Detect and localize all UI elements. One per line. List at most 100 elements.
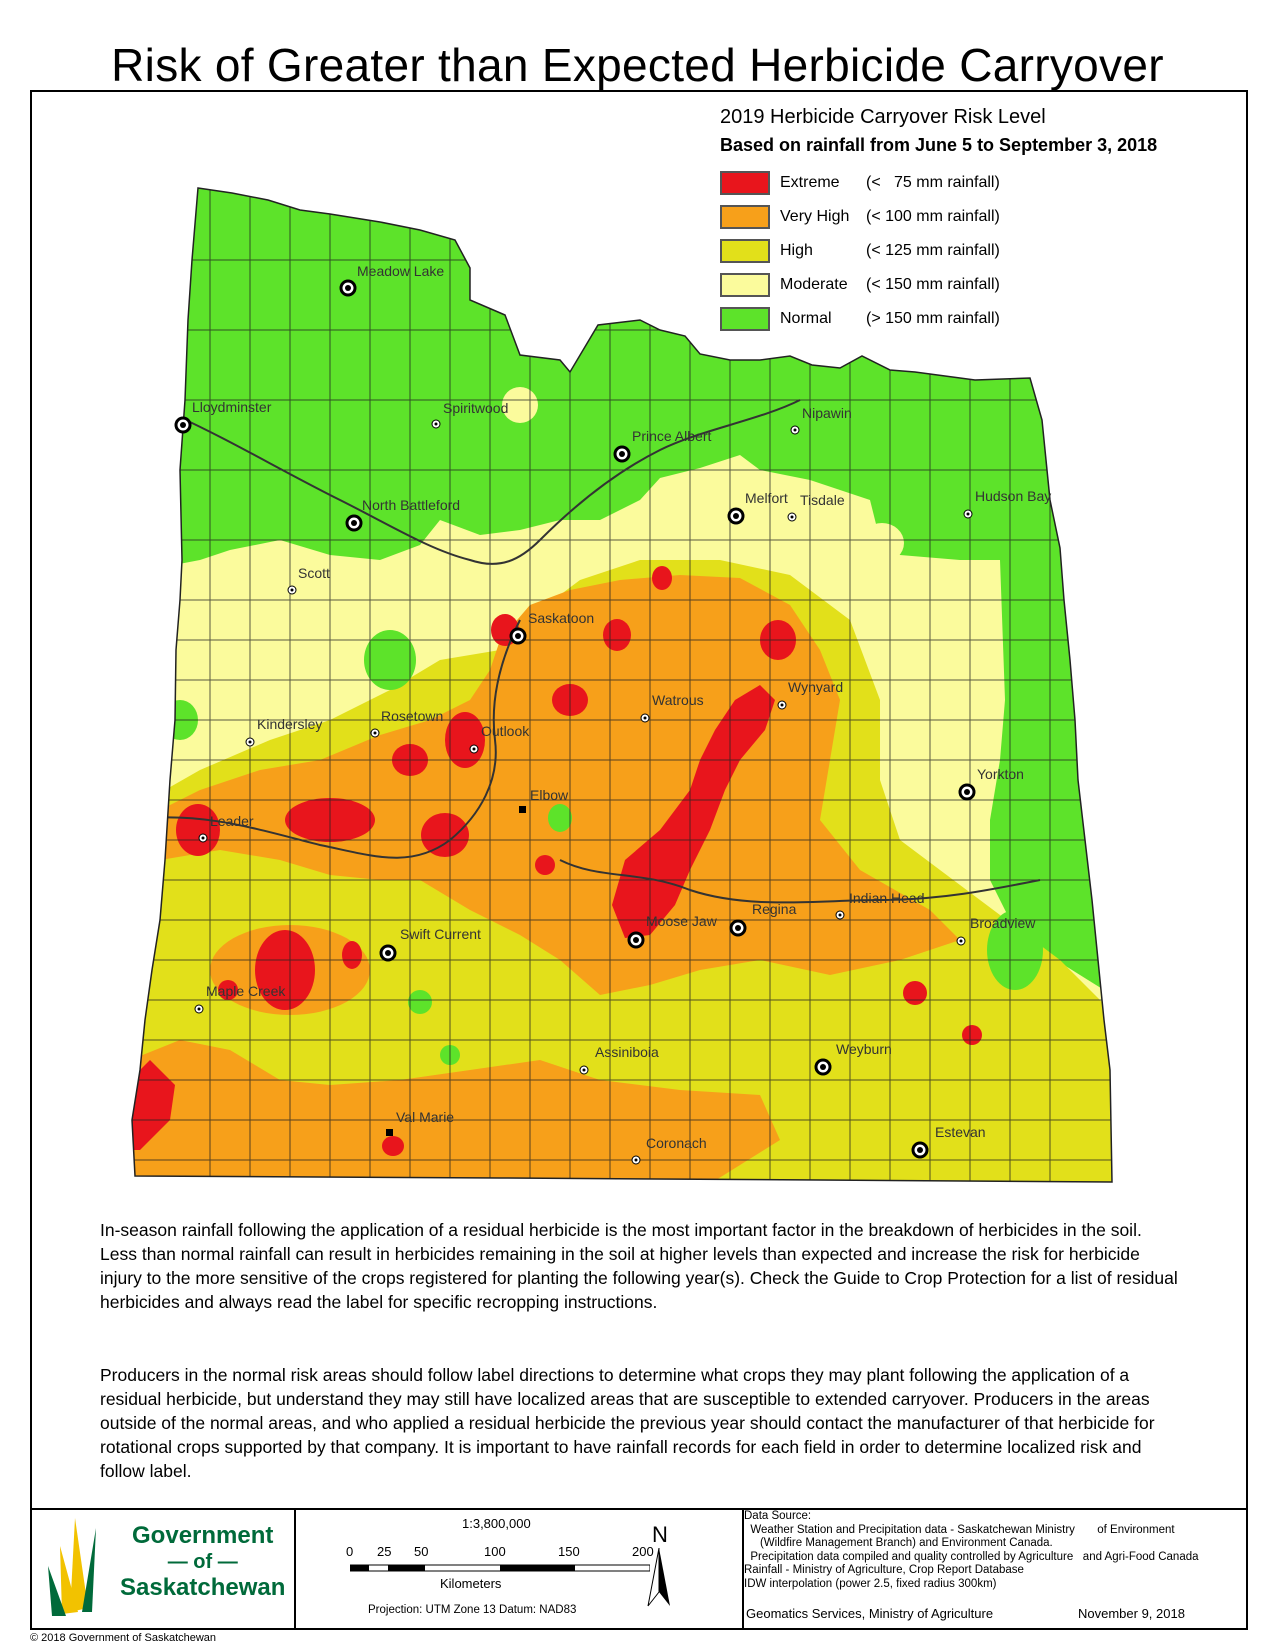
projection-info: Projection: UTM Zone 13 Datum: NAD83 xyxy=(368,1604,577,1616)
label-spiritwood: Spiritwood xyxy=(443,400,508,416)
label-leader: Leader xyxy=(210,813,254,829)
extreme-area-regina-wynyard xyxy=(612,685,775,938)
data-source: Data Source: Weather Station and Precipi… xyxy=(744,1510,1244,1591)
legend-range: (> 150 mm rainfall) xyxy=(866,310,1000,327)
gov-line-2: — of — xyxy=(167,1551,238,1573)
explanation-paragraph-2: Producers in the normal risk areas shoul… xyxy=(100,1365,1155,1481)
source-line: Precipitation data compiled and quality … xyxy=(744,1550,1199,1563)
extreme-area-11 xyxy=(903,981,927,1005)
legend-subtitle: Based on rainfall from June 5 to Septemb… xyxy=(720,135,1158,155)
legend-item-high: High (< 125 mm rainfall) xyxy=(720,234,1240,268)
legend-item-moderate: Moderate (< 150 mm rainfall) xyxy=(720,268,1240,302)
extreme-area-2 xyxy=(421,813,469,857)
legend-swatch xyxy=(720,307,770,331)
legend-range: (< 125 mm rainfall) xyxy=(866,242,1000,259)
label-saskatoon: Saskatoon xyxy=(528,610,594,626)
label-melfort: Melfort xyxy=(745,490,788,506)
label-maple-creek: Maple Creek xyxy=(206,983,286,999)
source-line: Rainfall - Ministry of Agriculture, Crop… xyxy=(744,1564,1024,1576)
gov-line-1: Government xyxy=(132,1522,274,1549)
extreme-area-5 xyxy=(603,619,631,651)
label-val-marie: Val Marie xyxy=(396,1109,454,1125)
credit-text: Geomatics Services, Ministry of Agricult… xyxy=(746,1606,994,1621)
source-line: (Wildfire Management Branch) and Environ… xyxy=(744,1537,1053,1549)
village-marker xyxy=(386,1129,393,1136)
province-outline xyxy=(131,187,1113,1183)
legend-range: (< 75 mm rainfall) xyxy=(866,174,1000,191)
scale-unit: Kilometers xyxy=(440,1576,502,1591)
legend-level: Very High xyxy=(780,208,850,225)
label-scott: Scott xyxy=(298,565,330,581)
extreme-area-12 xyxy=(962,1025,982,1045)
legend-level: Normal xyxy=(780,310,832,327)
label-nipawin: Nipawin xyxy=(802,405,852,421)
source-line: Data Source: xyxy=(744,1510,812,1522)
place-labels: Meadow Lake Lloydminster Spiritwood Prin… xyxy=(192,263,1051,1151)
normal-pocket-3 xyxy=(408,990,432,1014)
legend-range: (< 150 mm rainfall) xyxy=(866,276,1000,293)
extreme-area-13 xyxy=(535,855,555,875)
normal-pocket-5 xyxy=(548,804,572,832)
north-saskatchewan-river xyxy=(174,399,801,565)
label-moose-jaw: Moose Jaw xyxy=(646,913,718,929)
label-coronach: Coronach xyxy=(646,1135,707,1151)
extreme-area-8 xyxy=(342,941,362,969)
extreme-area-maple-creek xyxy=(255,930,315,1010)
source-line: IDW interpolation (power 2.5, fixed radi… xyxy=(744,1577,997,1590)
gov-line-3: Saskatchewan xyxy=(120,1574,286,1601)
label-meadow-lake: Meadow Lake xyxy=(357,263,444,279)
extreme-area-leader xyxy=(176,804,220,856)
label-rosetown: Rosetown xyxy=(381,708,443,724)
label-prince-albert: Prince Albert xyxy=(632,428,711,444)
legend-title: 2019 Herbicide Carryover Risk Level xyxy=(720,106,1046,128)
label-wynyard: Wynyard xyxy=(788,679,843,695)
moderate-pocket-2 xyxy=(502,387,538,423)
map-title: Risk of Greater than Expected Herbicide … xyxy=(111,39,1164,91)
footer-divider xyxy=(742,1508,744,1628)
label-tisdale: Tisdale xyxy=(800,492,845,508)
legend-level: High xyxy=(780,242,813,259)
footer-panel: Government — of — Saskatchewan 1:3,800,0… xyxy=(30,1508,1248,1630)
label-assiniboia: Assiniboia xyxy=(595,1044,659,1060)
normal-pocket-6 xyxy=(987,910,1043,990)
legend-swatch xyxy=(720,273,770,297)
map-frame xyxy=(30,90,1248,1510)
label-regina: Regina xyxy=(752,901,797,917)
north-arrow-icon xyxy=(647,1548,670,1607)
label-watrous: Watrous xyxy=(652,692,704,708)
scale-tick-150: 150 xyxy=(558,1544,580,1559)
label-indian-head: Indian Head xyxy=(849,890,925,906)
explanation-paragraph-1: In-season rainfall following the applica… xyxy=(100,1220,1178,1312)
extreme-area-outlook xyxy=(445,712,485,768)
legend-range: (< 100 mm rainfall) xyxy=(866,208,1000,225)
label-outlook: Outlook xyxy=(481,723,530,739)
city-markers xyxy=(174,279,976,1165)
extreme-area-9 xyxy=(218,980,238,1000)
extreme-area-7 xyxy=(652,566,672,590)
normal-pocket-1 xyxy=(364,630,416,690)
label-lloydminster: Lloydminster xyxy=(192,399,272,415)
scale-tick-25: 25 xyxy=(377,1544,392,1559)
footer-divider xyxy=(294,1508,296,1628)
moderate-pocket-1 xyxy=(860,523,904,563)
legend-level: Extreme xyxy=(780,174,840,191)
legend-swatch xyxy=(720,205,770,229)
south-saskatchewan-river xyxy=(132,619,521,859)
government-logo-icon xyxy=(48,1518,96,1616)
north-label: N xyxy=(652,1522,668,1547)
source-line: Weather Station and Precipitation data -… xyxy=(744,1523,1175,1536)
copyright: © 2018 Government of Saskatchewan xyxy=(30,1632,217,1644)
label-north-battleford: North Battleford xyxy=(362,497,460,513)
label-yorkton: Yorkton xyxy=(977,766,1024,782)
legend-item-extreme: Extreme (< 75 mm rainfall) xyxy=(720,166,1240,200)
legend-swatch xyxy=(720,171,770,195)
scale-tick-200: 200 xyxy=(632,1544,654,1559)
scale-tick-50: 50 xyxy=(414,1544,429,1559)
scale-tick-100: 100 xyxy=(484,1544,506,1559)
qu-appelle-river xyxy=(559,859,1041,904)
scale-ratio: 1:3,800,000 xyxy=(462,1516,531,1531)
legend-item-very-high: Very High (< 100 mm rainfall) xyxy=(720,200,1240,234)
label-estevan: Estevan xyxy=(935,1124,986,1140)
map-legend: 2019 Herbicide Carryover Risk Level Base… xyxy=(720,106,1240,336)
